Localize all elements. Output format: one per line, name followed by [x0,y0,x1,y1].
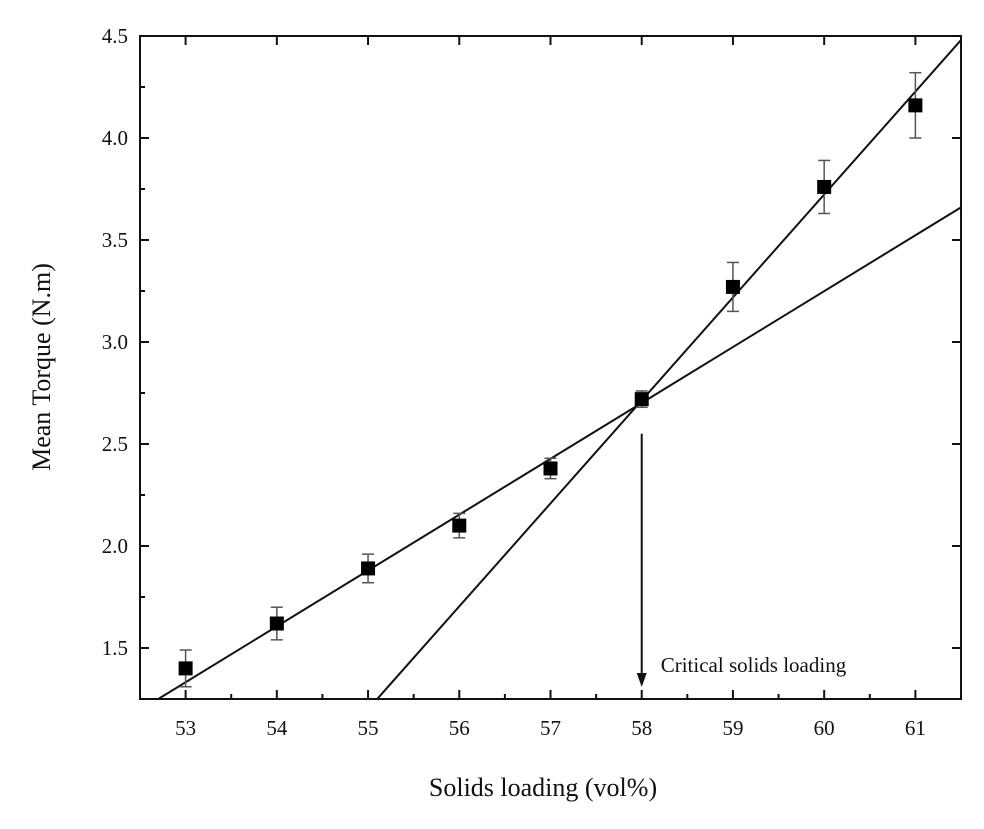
x-tick-label: 58 [631,716,652,740]
data-point [634,392,649,407]
y-tick-label: 1.5 [102,636,128,660]
x-tick-label: 57 [540,716,561,740]
error-bars [179,71,922,688]
x-tick-label: 60 [814,716,835,740]
data-point [908,98,923,113]
data-point [452,518,467,533]
fit-line [157,206,962,700]
y-tick-label: 2.5 [102,432,128,456]
x-tick-label: 61 [905,716,926,740]
x-tick-label: 54 [266,716,288,740]
annotation-layer: Critical solids loading [636,433,847,687]
x-axis-title: Solids loading (vol%) [429,773,657,802]
data-point [269,616,284,631]
data-point [543,461,558,476]
y-tick-label: 3.0 [102,330,128,354]
x-tick-label: 55 [358,716,379,740]
data-point [361,561,376,576]
data-point [178,661,193,676]
x-tick-label: 59 [722,716,743,740]
x-tick-label: 56 [449,716,470,740]
y-tick-label: 4.5 [102,24,128,48]
fit-lines [157,39,962,700]
plot-frame [139,35,962,700]
data-point [725,279,740,294]
y-tick-label: 3.5 [102,228,128,252]
y-axis-ticks: 1.5 2.0 2.5 3.0 3.5 4.0 4.5 [102,24,961,660]
x-tick-label: 53 [175,716,196,740]
y-tick-label: 2.0 [102,534,128,558]
critical-loading-arrowhead [636,673,647,687]
y-axis-title: Mean Torque (N.m) [27,263,56,471]
fit-line [376,39,962,700]
y-tick-label: 4.0 [102,126,128,150]
critical-loading-label: Critical solids loading [661,653,847,677]
data-point [817,179,832,194]
data-points [178,98,923,676]
x-axis-ticks: 53 54 55 56 57 58 59 60 61 [175,36,926,740]
